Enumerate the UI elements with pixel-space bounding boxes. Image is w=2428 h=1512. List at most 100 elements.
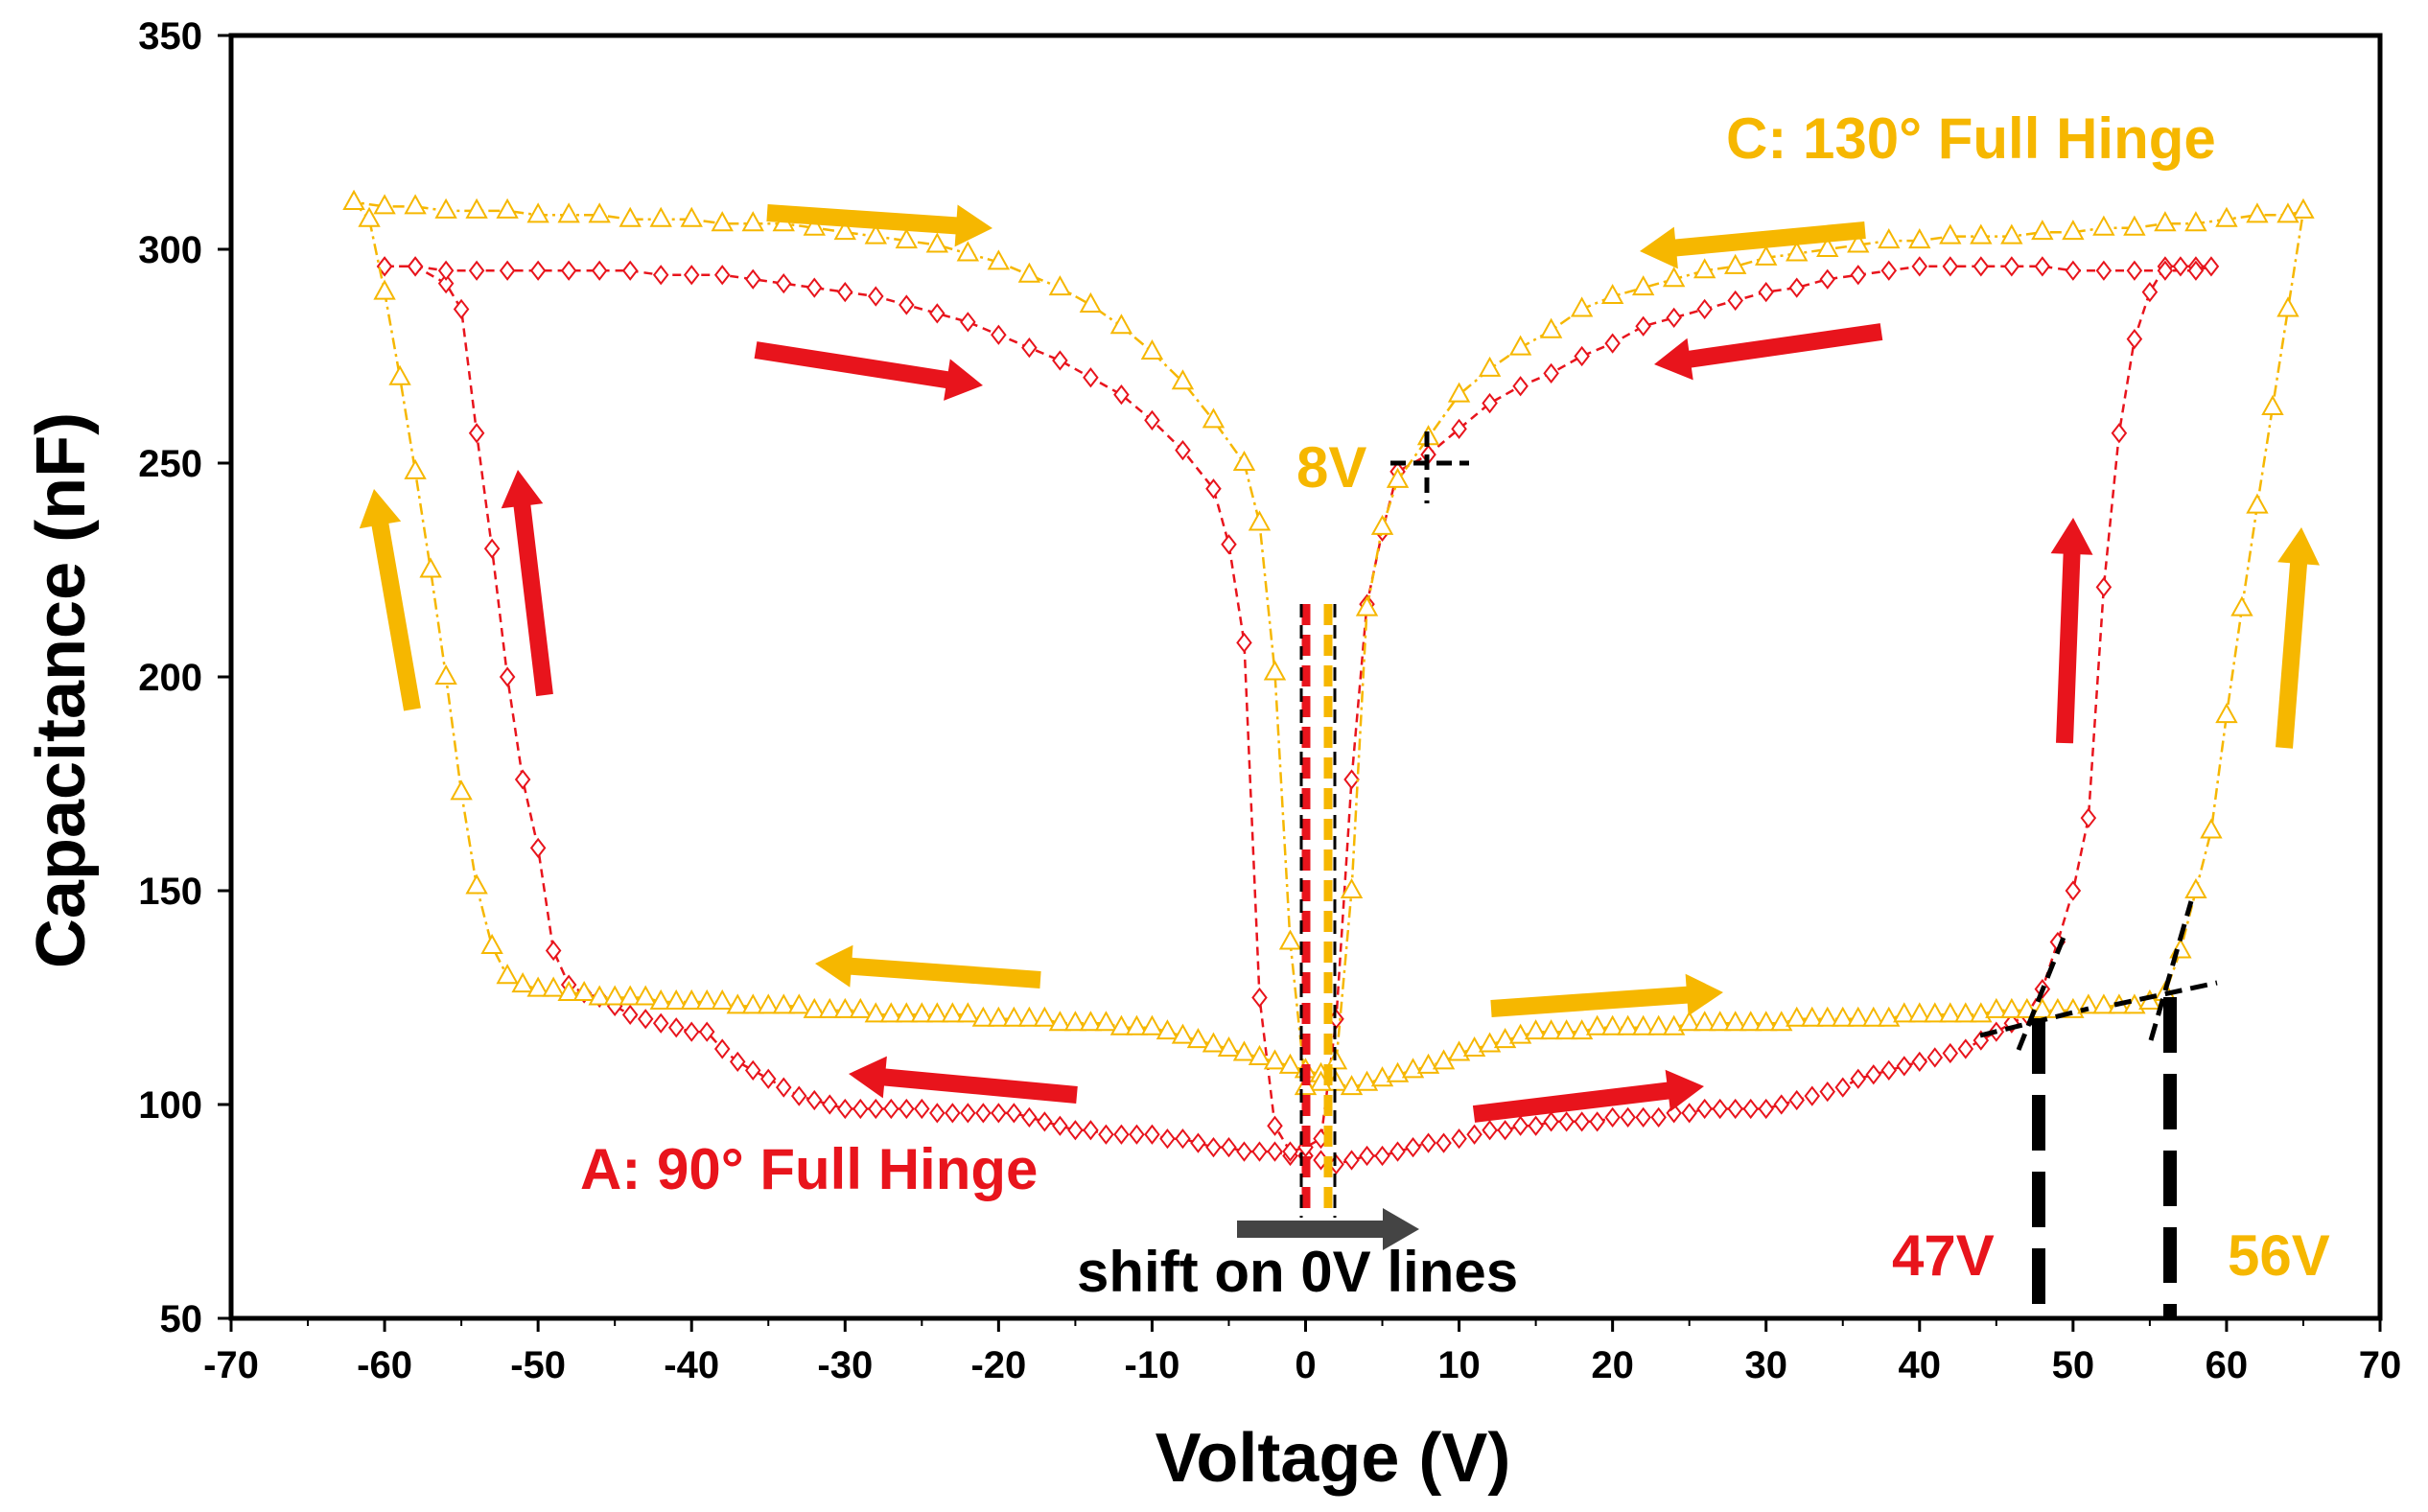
series-c-point <box>1755 244 1778 266</box>
series-a-point <box>1267 1115 1283 1136</box>
series-a-point <box>1834 1077 1852 1098</box>
series-a-point <box>1788 1089 1805 1111</box>
series-c-point <box>649 206 672 227</box>
x-tick-label: -70 <box>203 1344 259 1386</box>
x-tick-label: 40 <box>1899 1344 1942 1386</box>
series-a-point <box>652 1012 669 1034</box>
x-tick-label: 10 <box>1437 1344 1481 1386</box>
series-a-point <box>960 1103 976 1124</box>
series-a-point <box>1083 367 1099 388</box>
y-tick-label: 250 <box>138 443 202 485</box>
series-c-point <box>1954 1002 1977 1023</box>
series-a-point <box>1589 1111 1605 1132</box>
series-a-point <box>529 837 547 859</box>
label-8v: 8V <box>1296 435 1366 500</box>
series-c-point <box>1140 1014 1164 1035</box>
series-a-point <box>1405 1136 1421 1158</box>
direction-arrow <box>754 341 983 401</box>
series-a-point <box>1098 1124 1114 1145</box>
series-c-point <box>1600 1014 1624 1035</box>
series-c-point <box>434 663 457 685</box>
series-c-point <box>2000 223 2023 244</box>
series-c-point <box>1847 232 1870 253</box>
series-a-point <box>1512 376 1529 397</box>
series-a-point <box>1236 1141 1252 1162</box>
series-a-point <box>1052 350 1068 371</box>
series-a-point <box>621 260 639 281</box>
series-c-point <box>711 989 734 1010</box>
label-shift: shift on 0V lines <box>1077 1240 1518 1304</box>
series-c-point <box>1217 1035 1241 1058</box>
series-a-point <box>1420 1132 1436 1153</box>
series-c-point <box>726 993 749 1014</box>
series-c-point <box>1447 382 1471 403</box>
series-c-point <box>741 993 764 1014</box>
series-a-point <box>790 1085 807 1106</box>
series-c-point <box>1125 1014 1149 1035</box>
series-c-point <box>1156 1019 1179 1040</box>
series-c-point <box>1048 1011 1072 1032</box>
series-c-point <box>1878 228 1901 249</box>
series-c-point <box>1755 1011 1778 1032</box>
series-c-point <box>1631 1014 1655 1035</box>
direction-arrow <box>2050 518 2093 744</box>
series-c-point <box>1893 1002 1916 1023</box>
series-a-point <box>929 1103 946 1124</box>
series-a-point <box>2111 423 2128 444</box>
series-c-point <box>956 241 980 262</box>
series-c-point <box>1600 284 1624 305</box>
series-a-point <box>1205 478 1222 500</box>
y-tick-label: 50 <box>160 1298 203 1340</box>
direction-arrow <box>1490 973 1723 1017</box>
series-c-point <box>1109 1014 1133 1035</box>
series-c-point <box>603 985 626 1006</box>
series-c-point <box>1232 1040 1256 1061</box>
series-a-point <box>2080 807 2097 828</box>
x-tick-label: -40 <box>664 1344 719 1386</box>
series-a-point <box>729 1051 746 1073</box>
series-a-point <box>2157 260 2174 281</box>
series-a-point <box>775 273 792 294</box>
x-tick-label: 0 <box>1295 1344 1316 1386</box>
series-c-point <box>818 997 841 1018</box>
x-tick-label: 30 <box>1744 1344 1787 1386</box>
series-c-point <box>711 211 734 232</box>
direction-arrow <box>1654 323 1883 381</box>
series-c-point <box>373 194 396 215</box>
series-a-point <box>1190 1132 1206 1153</box>
series-c-point <box>1554 1019 1578 1040</box>
series-a-point <box>1957 1038 1974 1059</box>
series-c-point <box>649 989 672 1010</box>
series-c-point <box>1646 1014 1670 1035</box>
series-c-point <box>1924 1002 1947 1023</box>
series-a-point <box>1543 1111 1559 1132</box>
series-c-point <box>634 985 657 1006</box>
series-a-point <box>991 1103 1007 1124</box>
series-c-point <box>557 202 580 223</box>
series-a-point <box>2095 260 2113 281</box>
series-a-point <box>1696 1098 1713 1120</box>
series-a-point <box>453 298 470 320</box>
series-a-point <box>868 286 884 307</box>
series-a-point <box>1942 256 1959 277</box>
series-c-point <box>1202 407 1226 429</box>
series-c-point <box>388 364 411 385</box>
series-c-point <box>2031 220 2054 241</box>
series-a-point <box>1482 392 1498 414</box>
series-a-point <box>899 294 915 315</box>
series-a-point <box>852 1098 869 1120</box>
series-a-point <box>1113 384 1130 406</box>
series-a-point <box>1650 1106 1667 1128</box>
series-a-point <box>1451 1128 1467 1150</box>
series-c-point <box>1171 369 1195 390</box>
series-a-point <box>929 303 946 324</box>
series-c-point <box>1248 1044 1272 1065</box>
series-a-point <box>1620 1106 1636 1128</box>
direction-arrow <box>1640 221 1866 269</box>
series-a-point <box>1205 1136 1222 1158</box>
series-a-point <box>2187 260 2205 281</box>
series-c-point <box>1908 228 1931 249</box>
series-c-point <box>1232 450 1256 471</box>
series-a-point <box>883 1098 899 1120</box>
y-tick-label: 150 <box>138 871 202 913</box>
